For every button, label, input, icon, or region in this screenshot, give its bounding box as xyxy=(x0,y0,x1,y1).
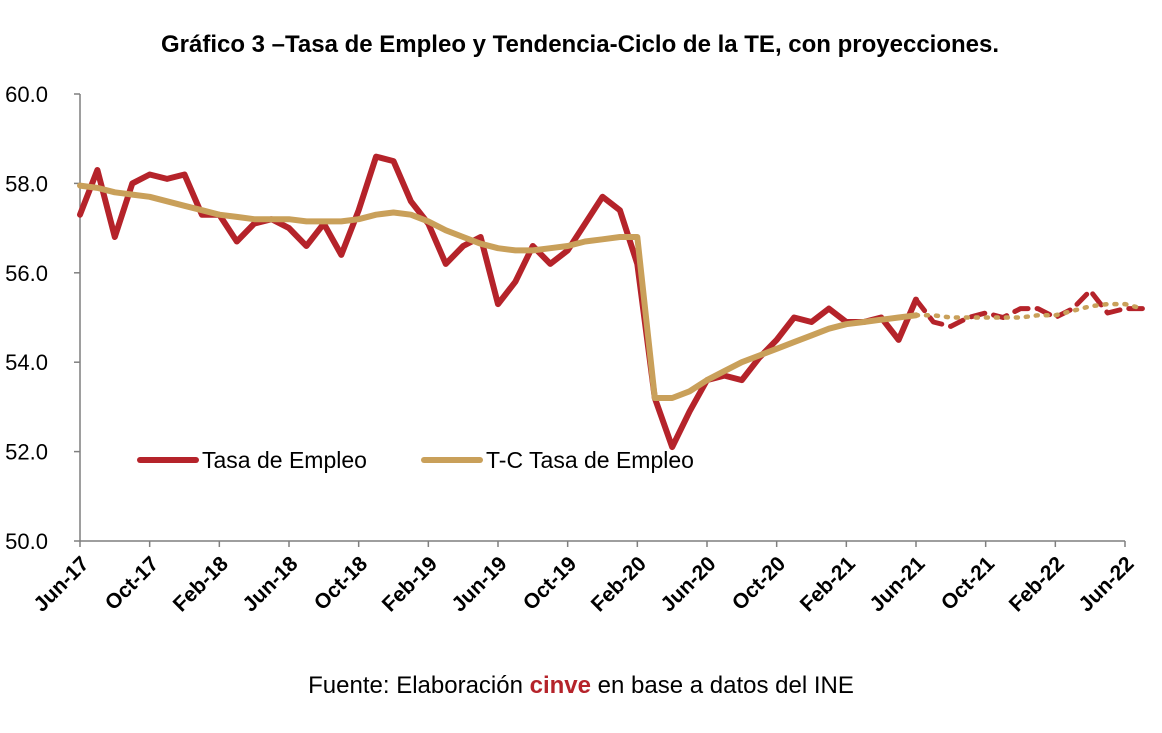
x-axis-ticks: Jun-17 Oct-17 Feb-18 Jun-18 Oct-18 Feb-19 Jun-… xyxy=(29,541,1139,616)
x-tick-label: Oct-18 xyxy=(310,552,373,615)
x-tick-label: Oct-17 xyxy=(101,552,163,614)
y-tick-label: 60.0 xyxy=(5,82,48,107)
x-tick-label: Jun-18 xyxy=(238,552,302,616)
series-line-tc-tasa-de-empleo xyxy=(77,182,919,401)
y-tick-label: 54.0 xyxy=(5,350,48,375)
x-tick-label: Oct-20 xyxy=(728,552,790,614)
x-tick-label: Feb-22 xyxy=(1005,552,1069,616)
x-tick-label: Jun-22 xyxy=(1074,552,1138,616)
x-tick-label: Feb-19 xyxy=(378,552,442,616)
x-tick-label: Feb-18 xyxy=(169,552,233,616)
x-tick-label: Oct-21 xyxy=(937,552,1000,615)
projection-line-tc-tasa-de-empleo xyxy=(913,301,1145,320)
y-tick-label: 58.0 xyxy=(5,171,48,196)
source-note: Fuente: Elaboración cinve en base a dato… xyxy=(0,672,1162,700)
source-brand: cinve xyxy=(529,672,591,699)
chart-title: Gráfico 3 –Tasa de Empleo y Tendencia-Ci… xyxy=(161,31,999,58)
x-tick-label: Oct-19 xyxy=(519,552,581,614)
y-tick-label: 56.0 xyxy=(5,261,48,286)
series-line-tasa-de-empleo xyxy=(77,153,919,451)
series-layer xyxy=(77,153,1145,451)
y-tick-label: 50.0 xyxy=(5,529,48,554)
legend-label: Tasa de Empleo xyxy=(202,447,367,473)
x-tick-label: Feb-21 xyxy=(796,552,860,616)
y-tick-label: 52.0 xyxy=(5,440,48,465)
x-tick-label: Jun-20 xyxy=(656,552,720,616)
projection-line-tasa-de-empleo xyxy=(913,288,1145,329)
source-suffix: en base a datos del INE xyxy=(591,672,854,699)
legend: Tasa de Empleo T-C Tasa de Empleo xyxy=(137,447,694,473)
source-prefix: Fuente: Elaboración xyxy=(308,672,530,699)
x-tick-label: Jun-17 xyxy=(29,552,93,616)
y-axis-ticks: 50.0 52.0 54.0 56.0 58.0 60.0 xyxy=(5,82,80,554)
legend-label: T-C Tasa de Empleo xyxy=(486,447,694,473)
axes xyxy=(79,94,1125,542)
x-tick-label: Jun-19 xyxy=(447,552,511,616)
x-tick-label: Feb-20 xyxy=(587,552,651,616)
x-tick-label: Jun-21 xyxy=(865,552,929,616)
